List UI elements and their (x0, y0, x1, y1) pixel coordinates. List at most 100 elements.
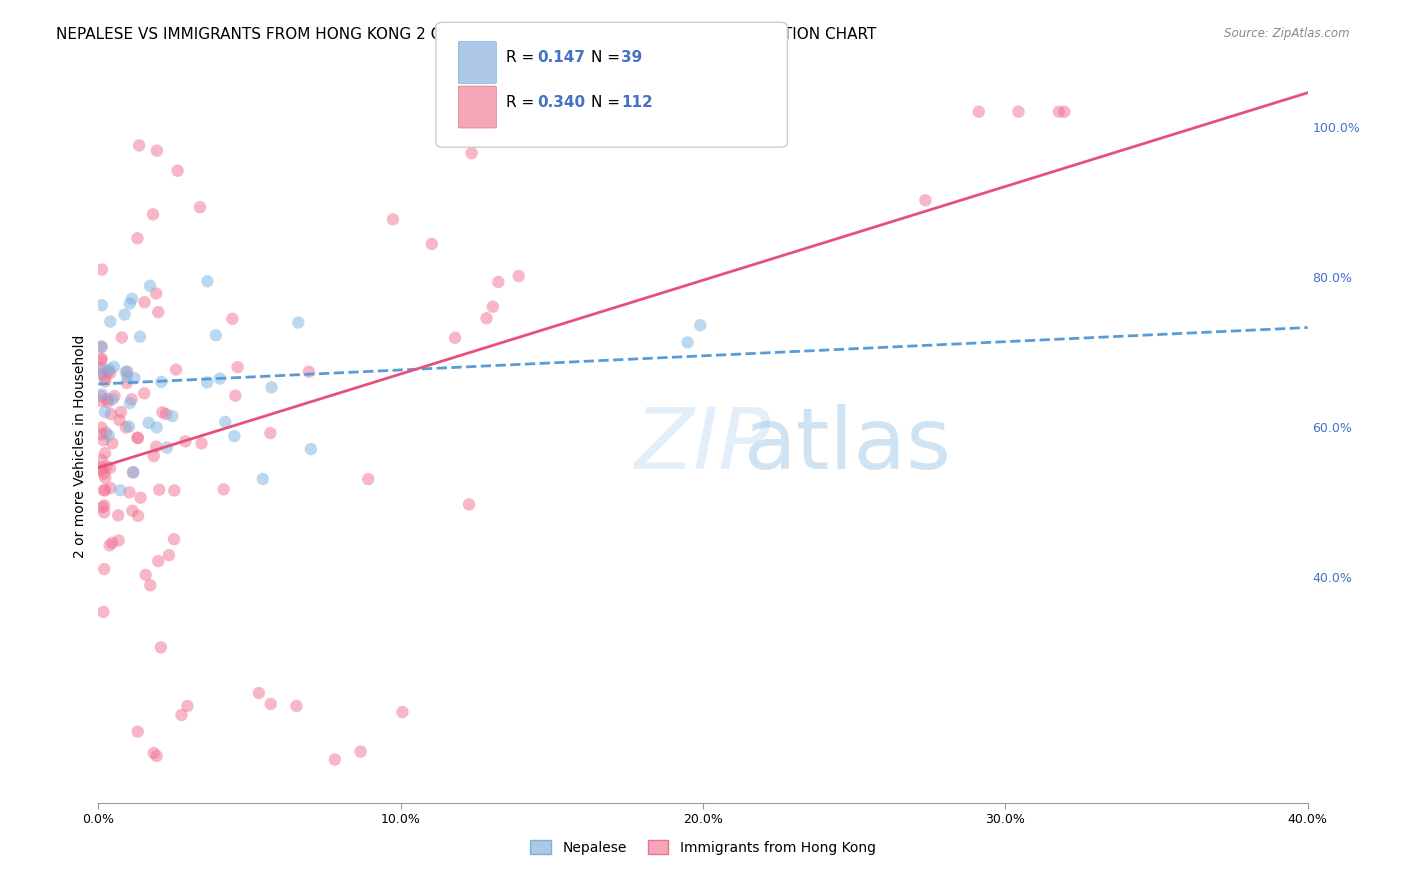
Point (91, 262, 114, 277)
Point (101, 436, 124, 450)
Point (94, 374, 117, 388)
Y-axis label: 2 or more Vehicles in Household: 2 or more Vehicles in Household (73, 334, 87, 558)
Point (110, 405, 132, 419)
Point (90, 368, 112, 382)
Point (1053, 104, 1076, 119)
Point (214, 415, 236, 429)
Point (475, 311, 498, 326)
Point (127, 431, 149, 445)
Point (114, 308, 136, 322)
Point (149, 640, 172, 655)
Point (260, 380, 283, 394)
Point (91, 387, 114, 401)
Point (148, 483, 170, 497)
Point (350, 745, 373, 759)
Point (299, 442, 322, 457)
Point (212, 483, 235, 497)
Point (420, 236, 443, 251)
Point (103, 389, 125, 403)
Point (486, 275, 509, 289)
Point (121, 504, 143, 518)
Point (93, 483, 115, 498)
Point (108, 483, 131, 498)
Point (166, 163, 188, 178)
Point (107, 508, 129, 523)
Point (127, 508, 149, 523)
Point (98, 538, 121, 552)
Point (208, 371, 231, 385)
Point (481, 300, 503, 314)
Point (914, 194, 936, 208)
Point (90, 361, 112, 376)
Point (121, 466, 143, 480)
Point (101, 392, 124, 407)
Point (205, 328, 228, 343)
Point (145, 286, 167, 301)
Point (94, 446, 117, 460)
Point (142, 449, 165, 463)
Point (142, 746, 165, 760)
Point (90, 394, 112, 409)
Point (90, 453, 112, 467)
Text: atlas: atlas (744, 404, 952, 488)
Point (127, 724, 149, 739)
Point (145, 749, 167, 764)
Point (93, 499, 115, 513)
Point (93, 562, 115, 576)
Point (90, 340, 112, 354)
Point (142, 207, 165, 221)
Point (689, 318, 711, 333)
Point (221, 311, 243, 326)
Point (118, 485, 141, 500)
Point (444, 331, 467, 345)
Point (162, 409, 184, 423)
Point (260, 697, 283, 711)
Point (90, 339, 112, 353)
Point (97, 364, 120, 378)
Point (139, 578, 162, 592)
Point (97, 392, 120, 407)
Point (224, 389, 246, 403)
Point (259, 426, 281, 441)
Point (90, 427, 112, 442)
Point (98, 315, 121, 329)
Point (108, 413, 131, 427)
Point (115, 420, 138, 434)
Point (97, 395, 120, 409)
Point (94, 425, 117, 440)
Text: Source: ZipAtlas.com: Source: ZipAtlas.com (1225, 27, 1350, 40)
Point (134, 295, 156, 310)
Point (117, 365, 139, 379)
Point (103, 359, 125, 374)
Point (298, 365, 321, 379)
Point (188, 200, 211, 214)
Point (121, 392, 143, 407)
Point (323, 752, 346, 766)
Point (157, 548, 180, 562)
Point (100, 481, 122, 495)
Point (93, 467, 115, 481)
Point (508, 268, 530, 283)
Point (90, 463, 112, 477)
Point (134, 386, 156, 401)
Point (156, 441, 179, 455)
Point (94, 471, 117, 485)
Point (135, 567, 157, 582)
Text: 112: 112 (621, 95, 654, 110)
Point (114, 365, 136, 379)
Point (90, 389, 112, 403)
Point (460, 146, 482, 161)
Point (115, 376, 138, 390)
Point (94, 405, 117, 419)
Text: R =: R = (506, 95, 540, 110)
Point (129, 491, 152, 505)
Point (94, 370, 117, 384)
Point (118, 396, 141, 410)
Text: R =: R = (506, 51, 540, 65)
Point (90, 351, 112, 366)
Point (190, 436, 212, 450)
Point (118, 296, 141, 310)
Point (150, 405, 173, 419)
Text: 39: 39 (621, 51, 643, 65)
Text: 0.340: 0.340 (537, 95, 585, 110)
